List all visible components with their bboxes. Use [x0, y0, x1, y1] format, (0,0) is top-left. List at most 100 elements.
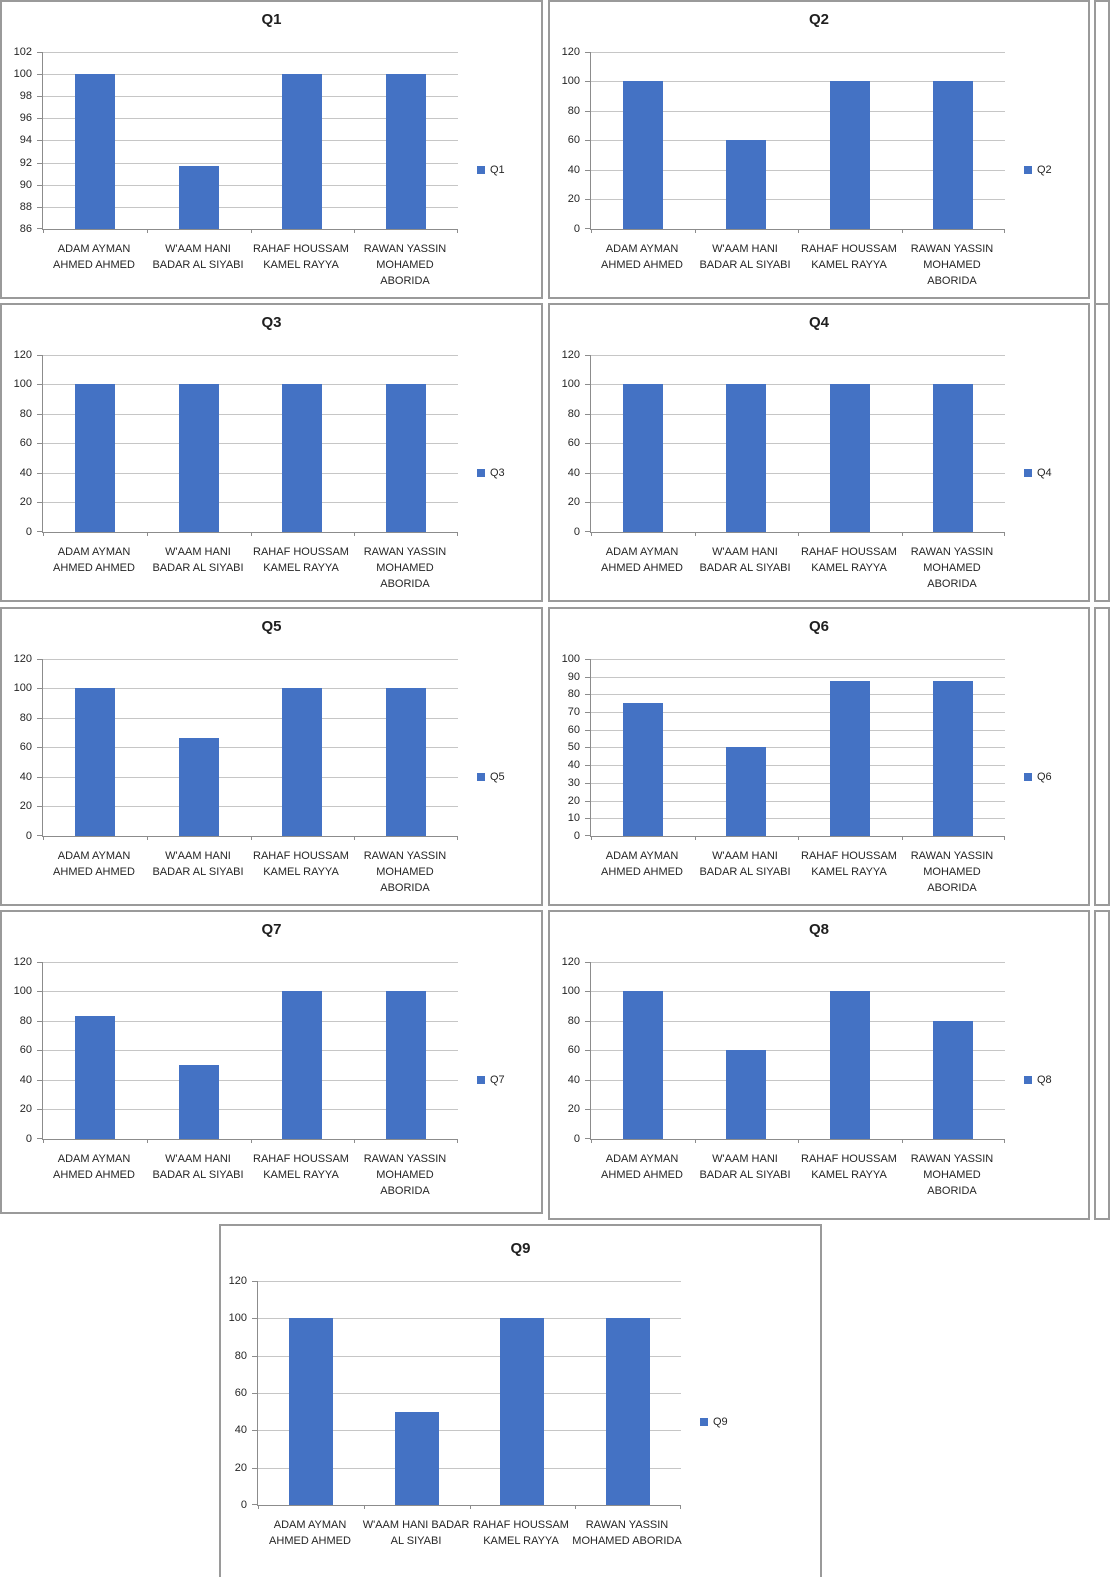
category-label: RAHAF HOUSSAM KAMEL RAYYA	[801, 546, 897, 574]
y-axis-label: 60	[567, 437, 580, 449]
bar	[623, 81, 663, 229]
x-axis-tick	[457, 1139, 458, 1143]
gridline	[43, 207, 458, 208]
x-axis-tick	[251, 532, 252, 536]
legend-swatch-icon	[477, 469, 485, 477]
y-axis-label: 90	[19, 179, 32, 191]
bar	[282, 991, 322, 1139]
legend-label: Q5	[490, 771, 505, 783]
y-axis-label: 40	[19, 1074, 32, 1086]
bar	[75, 1016, 115, 1139]
plot-area	[585, 52, 1005, 233]
y-axis-label: 80	[567, 105, 580, 117]
plot-area	[37, 355, 458, 536]
legend-label: Q4	[1037, 467, 1052, 479]
gridline	[591, 1080, 1005, 1081]
y-axis-label: 0	[25, 526, 32, 538]
y-axis-label: 20	[19, 800, 32, 812]
x-axis-tick	[1004, 229, 1005, 233]
category-label: ADAM AYMAN AHMED AHMED	[269, 1519, 351, 1547]
y-axis-tick	[37, 185, 42, 186]
gridline	[591, 199, 1005, 200]
x-axis-tick	[902, 1139, 903, 1143]
y-axis-label: 100	[561, 378, 580, 390]
category-label: RAWAN YASSIN MOHAMED ABORIDA	[363, 243, 447, 287]
gridline	[591, 473, 1005, 474]
y-axis-tick	[252, 1281, 257, 1282]
category-label: W'AAM HANI BADAR AL SIYABI	[699, 850, 791, 878]
y-axis-label: 80	[234, 1350, 247, 1362]
y-axis-label: 0	[240, 1499, 247, 1511]
chart-title: Q3	[261, 314, 282, 331]
y-axis-tick	[37, 1021, 42, 1022]
y-axis-label: 94	[19, 134, 32, 146]
y-axis-tick	[585, 783, 590, 784]
chart-title: Q9	[510, 1240, 531, 1257]
y-axis-tick	[585, 443, 590, 444]
gridline	[591, 765, 1005, 766]
x-axis-tick	[258, 1505, 259, 1509]
y-axis-tick	[585, 1109, 590, 1110]
y-axis-tick	[37, 384, 42, 385]
x-axis-tick	[147, 229, 148, 233]
gridline	[591, 801, 1005, 802]
chart-title: Q4	[808, 314, 829, 331]
category-label: RAHAF HOUSSAM KAMEL RAYYA	[253, 1153, 349, 1181]
legend-label: Q3	[490, 467, 505, 479]
partial-chart-panel	[1094, 607, 1110, 906]
y-axis-label: 40	[567, 164, 580, 176]
y-axis-tick	[37, 163, 42, 164]
bar	[500, 1318, 544, 1505]
category-label: ADAM AYMAN AHMED AHMED	[601, 243, 683, 271]
chart-panel: Q4 Q4 0 20 40 60 80 100 120 ADAM AYMAN AHMED AH…	[548, 303, 1090, 602]
legend: Q6	[1024, 771, 1052, 783]
plot-area	[585, 962, 1005, 1143]
y-axis-label: 20	[567, 795, 580, 807]
y-axis-tick	[37, 688, 42, 689]
legend: Q1	[477, 164, 505, 176]
y-axis-label: 120	[13, 349, 32, 361]
bar	[830, 384, 870, 532]
category-label: W'AAM HANI BADAR AL SIYABI	[699, 1153, 791, 1181]
x-axis-tick	[43, 1139, 44, 1143]
category-label: ADAM AYMAN AHMED AHMED	[601, 850, 683, 878]
y-axis-tick	[252, 1318, 257, 1319]
y-axis-tick	[252, 1356, 257, 1357]
x-axis-tick	[470, 1505, 471, 1509]
gridline	[591, 730, 1005, 731]
y-axis-label: 86	[19, 223, 32, 235]
x-axis-tick	[147, 836, 148, 840]
x-axis-tick	[354, 532, 355, 536]
y-axis-tick	[585, 81, 590, 82]
legend-label: Q1	[490, 164, 505, 176]
gridline	[43, 443, 458, 444]
x-axis-tick	[680, 1505, 681, 1509]
category-label: RAHAF HOUSSAM KAMEL RAYYA	[801, 243, 897, 271]
gridline	[591, 677, 1005, 678]
gridline	[258, 1356, 681, 1357]
x-axis-tick	[43, 532, 44, 536]
category-label: RAHAF HOUSSAM KAMEL RAYYA	[253, 243, 349, 271]
legend-swatch-icon	[1024, 773, 1032, 781]
y-axis-label: 60	[19, 741, 32, 753]
gridline	[43, 52, 458, 53]
plot-area	[252, 1281, 681, 1509]
category-label: ADAM AYMAN AHMED AHMED	[601, 1153, 683, 1181]
y-axis-tick	[37, 747, 42, 748]
gridline	[43, 747, 458, 748]
y-axis-label: 70	[567, 706, 580, 718]
x-axis-tick	[695, 229, 696, 233]
y-axis-label: 80	[567, 1015, 580, 1027]
category-label: RAHAF HOUSSAM KAMEL RAYYA	[801, 850, 897, 878]
y-axis-tick	[37, 140, 42, 141]
chart-title: Q1	[261, 11, 282, 28]
x-axis-tick	[591, 1139, 592, 1143]
x-axis-tick	[457, 229, 458, 233]
legend-swatch-icon	[1024, 1076, 1032, 1084]
plot-area	[37, 659, 458, 840]
category-label: W'AAM HANI BADAR AL SIYABI	[699, 546, 791, 574]
gridline	[591, 747, 1005, 748]
legend-swatch-icon	[700, 1418, 708, 1426]
category-label: ADAM AYMAN AHMED AHMED	[601, 546, 683, 574]
bar	[75, 384, 115, 532]
